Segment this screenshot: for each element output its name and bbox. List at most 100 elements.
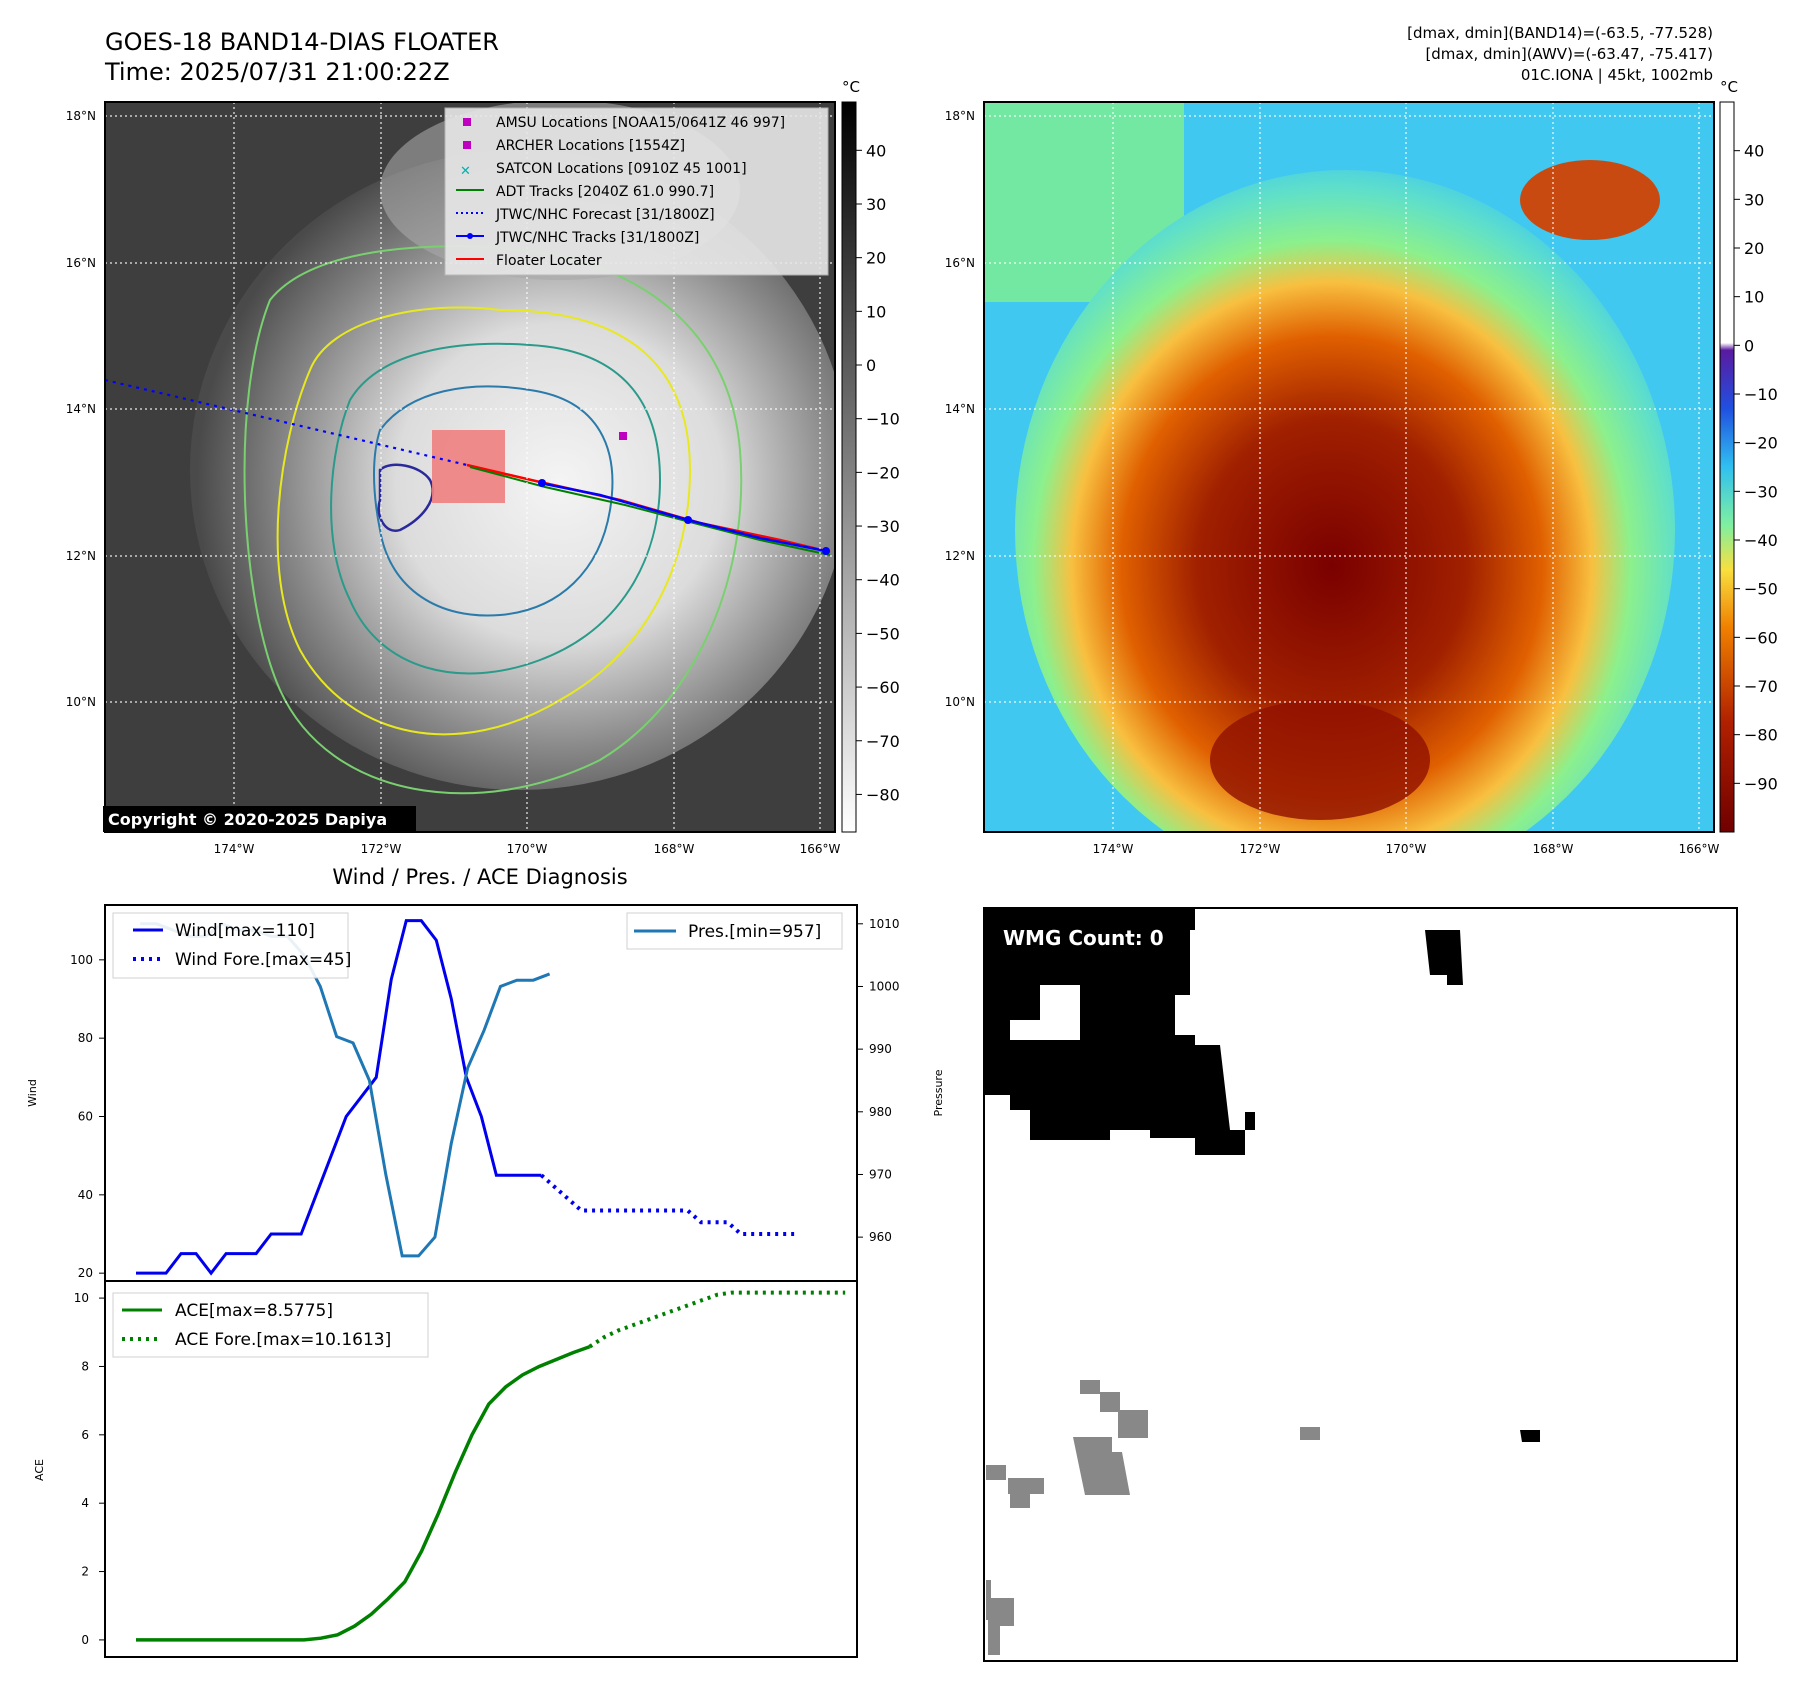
colorbar-tick-label: 30 — [866, 195, 886, 214]
colorbar-tick-label: 20 — [866, 249, 886, 268]
legend-entry: ADT Tracks [2040Z 61.0 990.7] — [496, 184, 714, 200]
lat-label: 10°N — [945, 695, 975, 709]
colorbar-tick-label: −40 — [1744, 531, 1778, 550]
wmg-black-region — [1520, 1430, 1540, 1442]
wmg-gray-regions — [986, 1380, 1320, 1655]
copyright-box — [103, 806, 416, 832]
lon-label: 168°W — [1533, 842, 1574, 856]
ir-colorbar-unit: °C — [842, 78, 860, 96]
copyright-text: Copyright © 2020-2025 Dapiya — [108, 810, 387, 829]
colorbar-tick-label: −50 — [866, 624, 900, 643]
y-tick-label: 60 — [78, 1110, 93, 1124]
colorbar-tick-label: 20 — [1744, 239, 1764, 258]
wmg-black-region — [985, 909, 1255, 1155]
lon-label: 166°W — [800, 842, 841, 856]
ace-legend-box — [112, 1292, 429, 1358]
awv-northeast-cell — [1520, 160, 1660, 240]
y-tick-label: 8 — [81, 1359, 89, 1373]
figure-time: Time: 2025/07/31 21:00:22Z — [104, 58, 450, 86]
colorbar-tick-label: −70 — [1744, 677, 1778, 696]
lat-label: 10°N — [66, 695, 96, 709]
y-tick-label: 990 — [869, 1042, 892, 1056]
ace-series-line — [136, 1345, 591, 1642]
figure-title: GOES-18 BAND14-DIAS FLOATER — [105, 28, 499, 56]
y-tick-label: 40 — [78, 1188, 93, 1202]
legend-entry: Floater Locater — [496, 253, 602, 269]
y-tick-label: 4 — [81, 1496, 89, 1510]
wind-series-line — [136, 919, 542, 1276]
y-tick-label: 100 — [70, 953, 93, 967]
awv-range: [dmax, dmin](AWV)=(-63.47, -75.417) — [1425, 45, 1713, 63]
awv-colorbar — [1719, 101, 1735, 833]
colorbar-tick-label: −70 — [866, 732, 900, 751]
colorbar-tick-label: −50 — [1744, 580, 1778, 599]
y-tick-label: 10 — [74, 1291, 89, 1305]
wind-forecast-line — [540, 1173, 795, 1236]
awv-colorbar-unit: °C — [1720, 78, 1738, 96]
ace-forecast-line — [588, 1290, 846, 1349]
lat-label: 16°N — [945, 256, 975, 270]
colorbar-tick-label: −90 — [1744, 774, 1778, 793]
ir-map-legend: ✕ AMSU Locations [NOAA15/0641Z 46 997] A… — [444, 107, 829, 276]
diagnosis-title: Wind / Pres. / ACE Diagnosis — [332, 865, 627, 889]
lon-label: 166°W — [1679, 842, 1720, 856]
y-tick-label: 6 — [81, 1428, 89, 1442]
y-tick-label: 1010 — [869, 917, 900, 931]
awv-map-gridlines — [984, 102, 1714, 832]
lon-label: 174°W — [1093, 842, 1134, 856]
lon-label: 170°W — [1386, 842, 1427, 856]
ir-map-lat-labels: 18°N 16°N 14°N 12°N 10°N — [66, 109, 96, 709]
wind-legend-box — [112, 912, 349, 979]
lat-label: 12°N — [66, 549, 96, 563]
wmg-count-label: WMG Count: 0 — [1003, 926, 1164, 950]
ace-y-ticks: 0 2 4 6 8 10 — [74, 1291, 105, 1647]
colorbar-tick-label: 40 — [1744, 142, 1764, 161]
pres-y-ticks: 960 970 980 990 1000 1010 — [857, 917, 900, 1244]
lon-label: 172°W — [361, 842, 402, 856]
legend-entry: JTWC/NHC Tracks [31/1800Z] — [495, 230, 699, 246]
awv-map-lat-labels: 18°N 16°N 14°N 12°N 10°N — [945, 109, 975, 709]
wind-ylabel: Wind — [26, 1079, 39, 1107]
lat-label: 16°N — [66, 256, 96, 270]
colorbar-tick-label: 10 — [866, 302, 886, 321]
lon-label: 168°W — [654, 842, 695, 856]
awv-colorbar-ticks: 40 30 20 10 0 −10 −20 −30 −40 −50 −60 −70 −80 −90 — [1734, 142, 1778, 793]
colorbar-tick-label: −30 — [1744, 482, 1778, 501]
svg-text:✕: ✕ — [460, 164, 471, 179]
ir-map-panel: 18°N 16°N 14°N 12°N 10°N 174°W 172°W 170… — [66, 78, 900, 856]
ir-colorbar-ticks: 40 30 20 10 0 −10 −20 −30 −40 −50 −60 −70 −80 — [856, 141, 900, 804]
awv-map-lon-labels: 174°W 172°W 170°W 168°W 166°W — [1093, 842, 1720, 856]
lat-label: 12°N — [945, 549, 975, 563]
y-tick-label: 960 — [869, 1230, 892, 1244]
legend-entry: ACE Fore.[max=10.1613] — [175, 1330, 391, 1350]
colorbar-tick-label: −60 — [1744, 628, 1778, 647]
ir-map-lon-labels: 174°W 172°W 170°W 168°W 166°W — [214, 842, 841, 856]
awv-storm-core — [1015, 170, 1675, 832]
legend-entry: ACE[max=8.5775] — [175, 1301, 333, 1321]
lat-label: 14°N — [66, 402, 96, 416]
lat-label: 14°N — [945, 402, 975, 416]
legend-entry: Wind Fore.[max=45] — [175, 950, 351, 970]
pres-ylabel: Pressure — [932, 1069, 945, 1116]
ace-ylabel: ACE — [33, 1459, 46, 1481]
storm-info: 01C.IONA | 45kt, 1002mb — [1521, 66, 1713, 84]
archer-marker — [619, 432, 627, 440]
y-tick-label: 80 — [78, 1031, 93, 1045]
legend-entry: SATCON Locations [0910Z 45 1001] — [496, 161, 747, 177]
legend-entry: ARCHER Locations [1554Z] — [496, 138, 685, 154]
wmg-black-region — [1425, 930, 1463, 985]
colorbar-tick-label: −60 — [866, 678, 900, 697]
colorbar-tick-label: −20 — [1744, 434, 1778, 453]
y-tick-label: 20 — [78, 1266, 93, 1280]
y-tick-label: 2 — [81, 1565, 89, 1579]
lon-label: 172°W — [1240, 842, 1281, 856]
colorbar-tick-label: −30 — [866, 517, 900, 536]
ir-colorbar — [841, 101, 857, 833]
band14-range: [dmax, dmin](BAND14)=(-63.5, -77.528) — [1407, 24, 1713, 42]
colorbar-tick-label: 10 — [1744, 288, 1764, 307]
ace-lines — [136, 1290, 846, 1642]
wmg-panel: WMG Count: 0 — [983, 907, 1738, 1662]
lat-label: 18°N — [945, 109, 975, 123]
ace-panel: 0 2 4 6 8 10 ACE ACE[max=8.5775] ACE Fore.[ma… — [33, 1280, 858, 1658]
